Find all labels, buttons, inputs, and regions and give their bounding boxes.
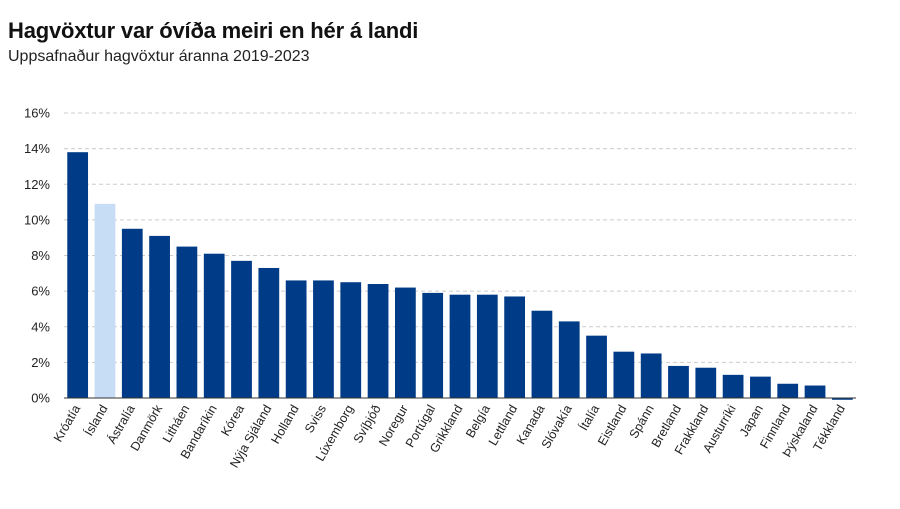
y-tick-label: 4% xyxy=(31,319,50,334)
bar xyxy=(804,385,826,398)
bar xyxy=(121,228,143,398)
y-tick-label: 0% xyxy=(31,391,50,406)
bars xyxy=(67,152,853,400)
x-tick-label: Ítalía xyxy=(576,402,603,433)
x-tick-label: Ísland xyxy=(81,402,111,438)
bar xyxy=(449,294,471,398)
bar xyxy=(258,267,280,398)
chart-title: Hagvöxtur var óvíða meiri en hér á landi xyxy=(8,18,419,43)
bar xyxy=(476,294,498,398)
bar xyxy=(558,321,580,398)
y-tick-label: 2% xyxy=(31,355,50,370)
bar xyxy=(176,246,198,398)
bar xyxy=(285,280,307,398)
bar xyxy=(395,287,416,398)
bar xyxy=(613,351,635,398)
x-tick-label: Belgía xyxy=(463,402,493,440)
bar xyxy=(313,280,334,398)
bar xyxy=(94,203,116,398)
bar xyxy=(668,365,689,398)
bar xyxy=(149,235,170,398)
y-tick-label: 10% xyxy=(24,212,50,227)
x-tick-label: Japan xyxy=(737,402,766,439)
y-tick-label: 12% xyxy=(24,177,50,192)
bar xyxy=(831,398,853,400)
bar xyxy=(67,152,89,398)
y-axis-ticks: 0% 2% 4% 6% 8% 10% 12% 14% 16% xyxy=(24,106,50,406)
bar xyxy=(640,353,662,398)
x-tick-label: Sviss xyxy=(302,403,329,436)
bar xyxy=(777,383,799,398)
bar xyxy=(722,374,744,398)
bar xyxy=(695,367,717,398)
bar xyxy=(203,253,225,398)
y-tick-label: 14% xyxy=(24,141,50,156)
chart-subtitle: Uppsafnaður hagvöxtur áranna 2019-2023 xyxy=(8,48,310,65)
bar xyxy=(531,310,553,398)
x-tick-label: Kórea xyxy=(218,402,247,438)
bar xyxy=(504,296,525,398)
x-axis-labels: KróatíaÍslandÁstralíaDanmörkLitháenBanda… xyxy=(51,402,848,470)
bar xyxy=(340,282,362,398)
bar xyxy=(367,284,389,398)
x-tick-label: Króatía xyxy=(51,402,83,444)
y-tick-label: 16% xyxy=(24,106,50,121)
bar xyxy=(586,335,607,398)
bar xyxy=(750,376,771,398)
bar xyxy=(231,260,252,398)
y-tick-label: 8% xyxy=(31,248,50,263)
bar xyxy=(422,292,444,398)
y-tick-label: 6% xyxy=(31,284,50,299)
